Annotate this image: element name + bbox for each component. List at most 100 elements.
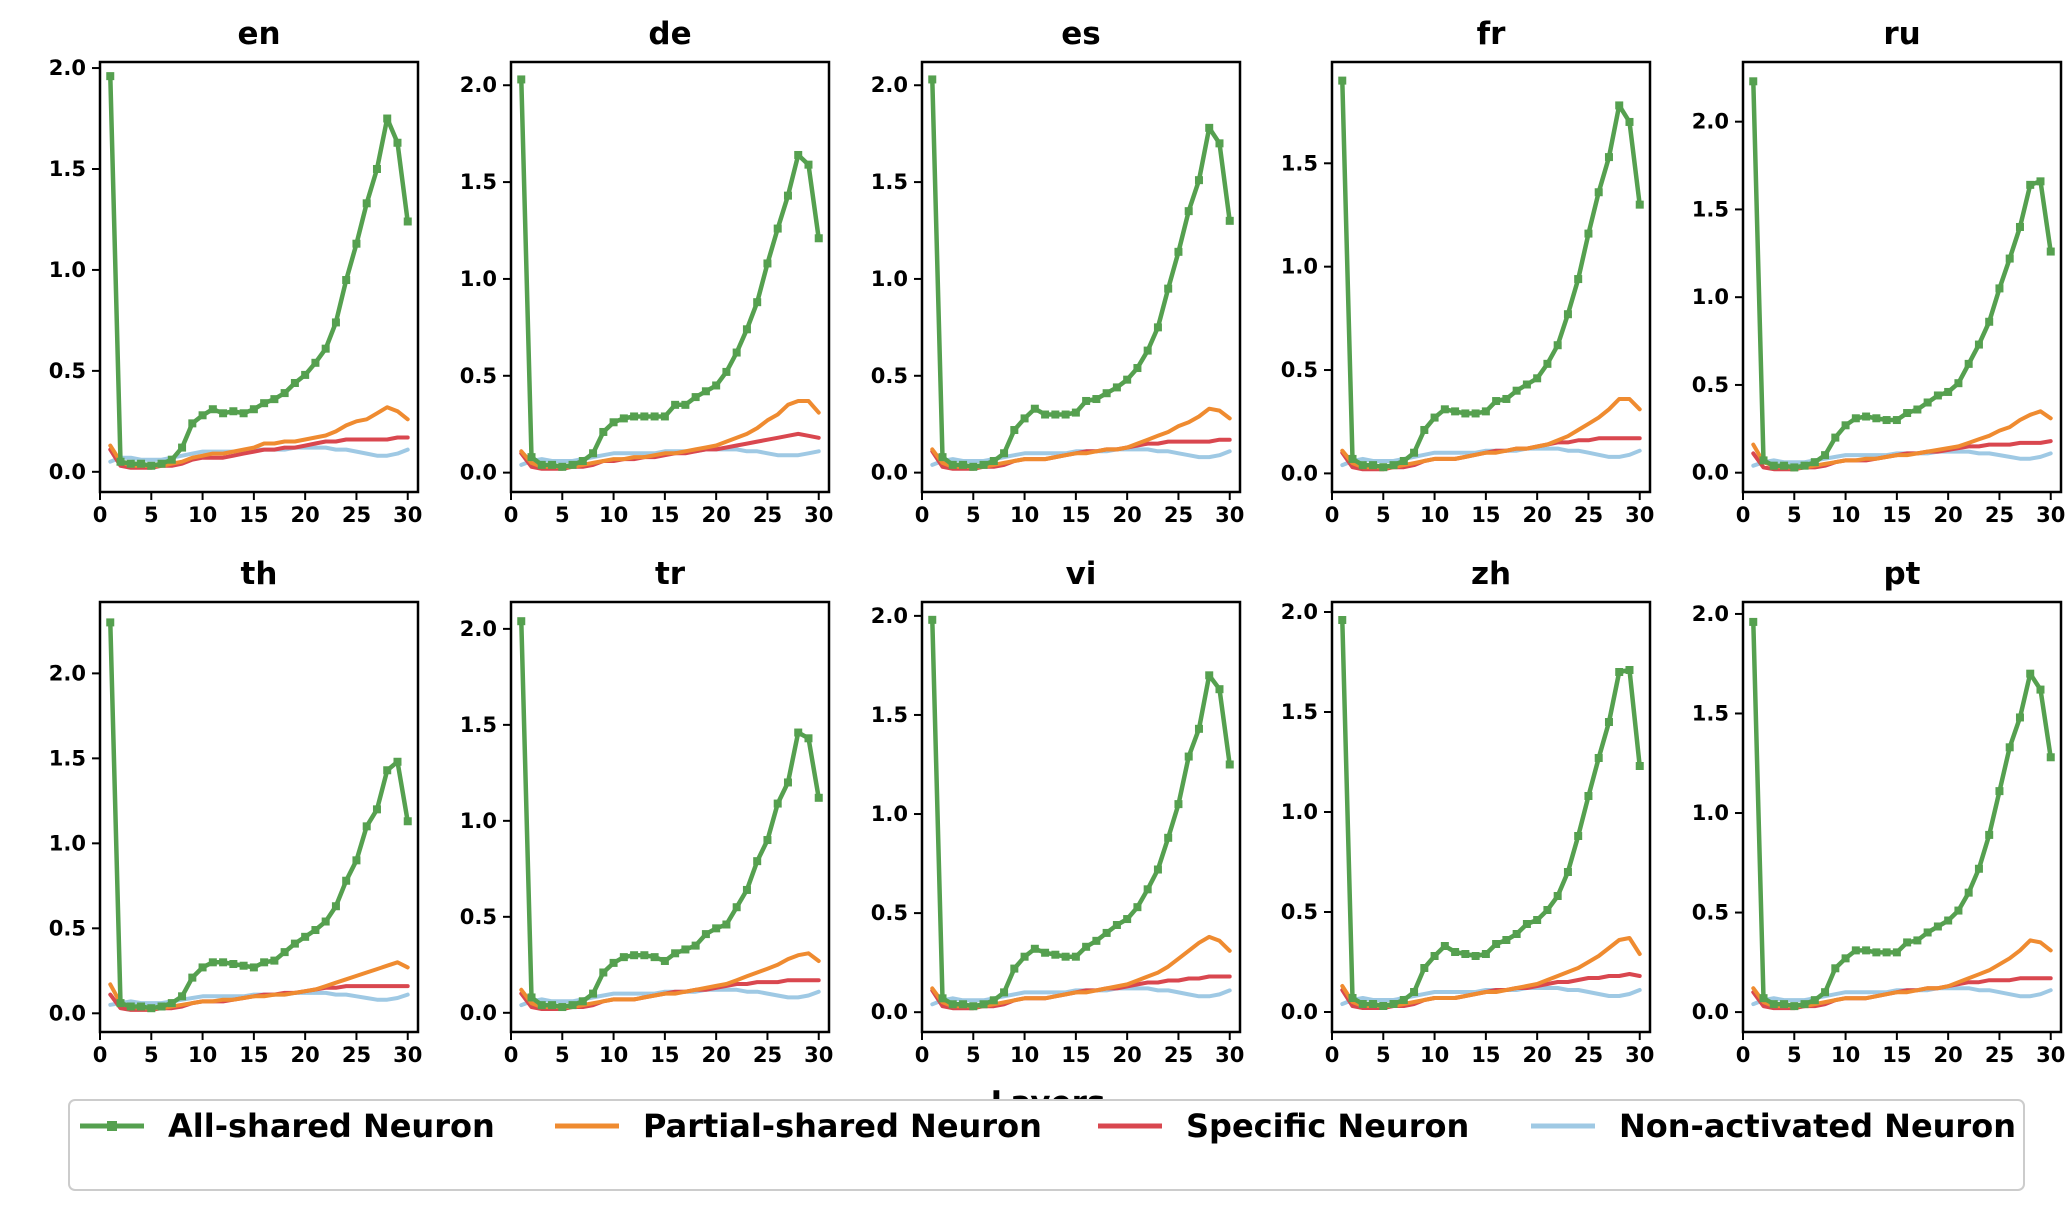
data-point-marker <box>1420 425 1429 434</box>
data-point-marker <box>1769 461 1778 470</box>
data-point-marker <box>1020 952 1029 961</box>
data-point-marker <box>280 389 289 398</box>
x-tick-label: 10 <box>188 503 217 527</box>
data-point-marker <box>1123 375 1132 384</box>
data-point-marker <box>1954 379 1963 388</box>
data-point-marker <box>948 460 957 469</box>
plot-frame <box>98 60 420 494</box>
legend-label: All-shared Neuron <box>168 1107 495 1145</box>
data-point-marker <box>527 993 536 1002</box>
data-point-marker <box>1051 950 1060 959</box>
legend-marker <box>107 1121 117 1131</box>
x-tick-label: 15 <box>650 1043 679 1067</box>
data-point-marker <box>1092 936 1101 945</box>
data-point-marker <box>1810 458 1819 467</box>
data-point-marker <box>660 412 669 421</box>
y-tick-label: 0.0 <box>460 1001 497 1025</box>
x-tick-label: 10 <box>188 1043 217 1067</box>
data-point-marker <box>393 138 402 147</box>
x-tick-label: 0 <box>915 1043 930 1067</box>
data-point-marker <box>783 778 792 787</box>
subplot-title: fr <box>1477 16 1506 52</box>
data-point-marker <box>1164 833 1173 842</box>
data-point-marker <box>1964 359 1973 368</box>
data-point-marker <box>804 734 813 743</box>
data-point-marker <box>342 876 351 885</box>
data-point-marker <box>1872 948 1881 957</box>
y-tick-label: 0.5 <box>49 916 86 940</box>
x-tick-label: 25 <box>1574 503 1603 527</box>
data-point-marker <box>331 318 340 327</box>
data-point-marker <box>137 1002 146 1011</box>
y-tick-label: 1.5 <box>1281 151 1318 175</box>
data-point-marker <box>701 930 710 939</box>
y-tick-label: 1.5 <box>871 703 908 727</box>
data-point-marker <box>1092 395 1101 404</box>
data-point-marker <box>116 457 125 466</box>
data-point-marker <box>1420 964 1429 972</box>
data-point-marker <box>1399 996 1408 1004</box>
data-point-marker <box>599 427 608 436</box>
data-point-marker <box>558 1003 567 1012</box>
data-point-marker <box>1604 153 1613 162</box>
data-point-marker <box>517 75 526 84</box>
data-point-marker <box>106 72 115 81</box>
data-point-marker <box>773 799 782 808</box>
data-point-marker <box>589 989 598 998</box>
data-point-marker <box>178 443 187 452</box>
x-tick-label: 5 <box>966 503 981 527</box>
x-tick-label: 0 <box>1736 1043 1751 1067</box>
data-point-marker <box>219 958 228 967</box>
data-point-marker <box>1174 800 1183 809</box>
x-tick-label: 0 <box>1325 1043 1340 1067</box>
x-tick-label: 15 <box>650 503 679 527</box>
data-point-marker <box>1061 952 1070 961</box>
data-point-marker <box>1153 865 1162 874</box>
data-point-marker <box>1985 830 1994 839</box>
data-point-marker <box>1369 1000 1378 1008</box>
plot-frame <box>1330 600 1652 1034</box>
data-point-marker <box>1133 903 1142 912</box>
data-point-marker <box>938 453 947 462</box>
plot-frame <box>98 600 420 1034</box>
y-tick-label: 1.0 <box>1692 285 1729 309</box>
data-point-marker <box>188 973 197 982</box>
data-point-marker <box>106 618 115 627</box>
y-tick-label: 2.0 <box>49 56 86 80</box>
data-point-marker <box>589 449 598 458</box>
y-tick-label: 0.0 <box>49 460 86 484</box>
data-point-marker <box>1790 1002 1799 1011</box>
data-point-marker <box>763 259 772 268</box>
data-point-marker <box>239 961 248 970</box>
x-tick-label: 5 <box>1787 503 1802 527</box>
data-point-marker <box>773 224 782 233</box>
data-point-marker <box>1399 456 1408 465</box>
data-point-marker <box>1153 323 1162 332</box>
plot-frame <box>1741 60 2063 494</box>
series-line-all-shared-neuron <box>1340 617 1642 1009</box>
y-tick-label: 0.0 <box>49 1001 86 1025</box>
y-tick-label: 2.0 <box>871 73 908 97</box>
data-point-marker <box>1440 942 1449 950</box>
data-point-marker <box>794 728 803 737</box>
data-point-marker <box>979 1000 988 1009</box>
subplot-title: en <box>237 16 280 52</box>
data-point-marker <box>270 395 279 404</box>
data-point-marker <box>2026 669 2035 678</box>
x-tick-label: 0 <box>504 503 519 527</box>
data-point-marker <box>568 460 577 469</box>
data-point-marker <box>578 997 587 1006</box>
data-point-marker <box>938 994 947 1003</box>
x-tick-label: 25 <box>1985 503 2014 527</box>
legend-label: Non-activated Neuron <box>1619 1107 2016 1145</box>
data-point-marker <box>537 1001 546 1010</box>
y-tick-label: 0.5 <box>460 364 497 388</box>
data-point-marker <box>1759 456 1768 465</box>
y-tick-label: 0.5 <box>871 364 908 388</box>
subplot-es: es 0 5 10 15 20 25 30 0.0 0.5 1.0 1.5 2.0 <box>871 16 1245 527</box>
data-point-marker <box>1461 950 1470 958</box>
data-point-marker <box>1051 410 1060 419</box>
data-point-marker <box>1502 936 1511 944</box>
data-point-marker <box>1533 374 1542 383</box>
data-point-marker <box>1841 954 1850 963</box>
